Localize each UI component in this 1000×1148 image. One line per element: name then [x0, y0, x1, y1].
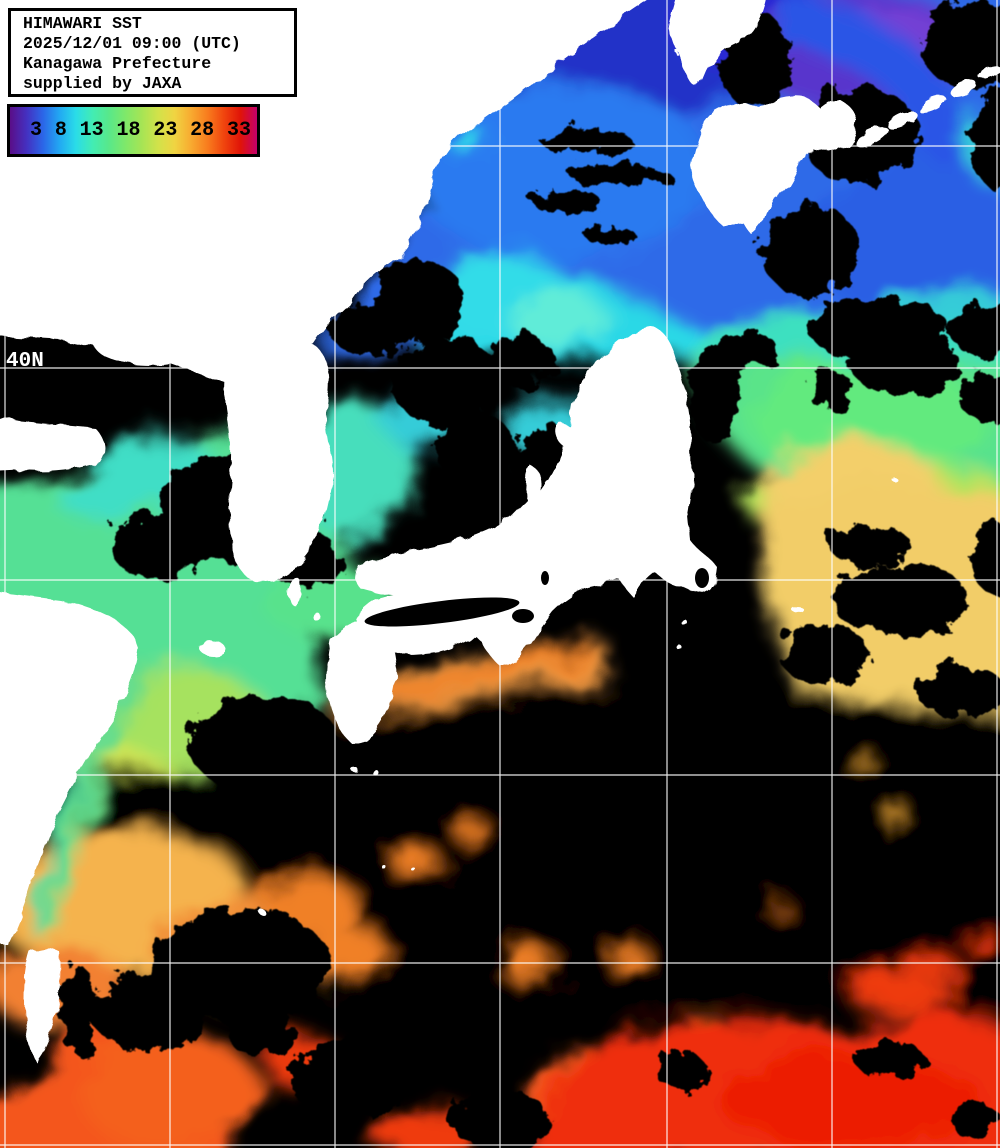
lake-biwa — [541, 571, 549, 585]
island-sado — [554, 422, 578, 450]
land-kuril — [887, 111, 917, 129]
island-awaji — [514, 623, 532, 637]
product-datetime: 2025/12/01 09:00 (UTC) — [23, 34, 241, 53]
island-tsushima — [289, 579, 303, 605]
osaka-bay — [512, 609, 534, 623]
product-region: Kanagawa Prefecture — [23, 54, 212, 73]
colorbar-tick: 13 — [79, 119, 104, 142]
land-shandong — [0, 419, 105, 472]
colorbar-tick: 23 — [153, 119, 178, 142]
lon-label-140e: 140E — [672, 9, 695, 57]
land-hokkaido — [690, 94, 858, 235]
product-title: HIMAWARI SST — [23, 14, 142, 33]
island-yaku — [352, 767, 358, 773]
info-box: HIMAWARI SST 2025/12/01 09:00 (UTC) Kana… — [8, 8, 297, 97]
island-speck — [257, 908, 267, 916]
land-kuril — [950, 79, 976, 97]
colorbar-gradient — [10, 107, 257, 154]
island-speck — [410, 866, 414, 870]
land-liaodong — [95, 325, 205, 365]
colorbar-tick: 8 — [54, 119, 67, 142]
land-kyushu — [326, 621, 396, 742]
land-layer — [0, 0, 1000, 1062]
land-kuril — [855, 127, 889, 147]
island-tane — [372, 769, 378, 775]
land-taiwan — [24, 948, 62, 1062]
land-honshu — [355, 326, 718, 668]
land-korea — [226, 342, 333, 583]
colorbar-ticks: 3 8 13 18 23 28 33 — [10, 107, 257, 154]
temperature-colorbar: 3 8 13 18 23 28 33 — [7, 104, 260, 157]
ise-bay — [607, 583, 623, 605]
land-china-coast — [0, 592, 140, 945]
island-izu — [681, 619, 687, 625]
land-kuril — [918, 95, 946, 113]
land-sakhalin — [668, 0, 766, 87]
colorbar-tick: 28 — [190, 119, 215, 142]
island-iki — [314, 614, 322, 622]
island-jeju — [199, 641, 225, 655]
lat-label-40n: 40N — [6, 350, 44, 373]
inland-water-layer — [364, 568, 709, 627]
tokyo-bay — [695, 568, 709, 588]
land-kuril — [978, 66, 1000, 80]
island-oki — [425, 552, 439, 560]
colorbar-tick: 33 — [226, 119, 251, 142]
product-credit: supplied by JAXA — [23, 74, 182, 93]
colorbar-tick: 3 — [30, 119, 43, 142]
island-speck — [890, 476, 896, 480]
colorbar-tick: 18 — [116, 119, 141, 142]
island-speck — [383, 866, 387, 870]
island-izu — [677, 645, 683, 651]
island-speck — [794, 609, 806, 615]
